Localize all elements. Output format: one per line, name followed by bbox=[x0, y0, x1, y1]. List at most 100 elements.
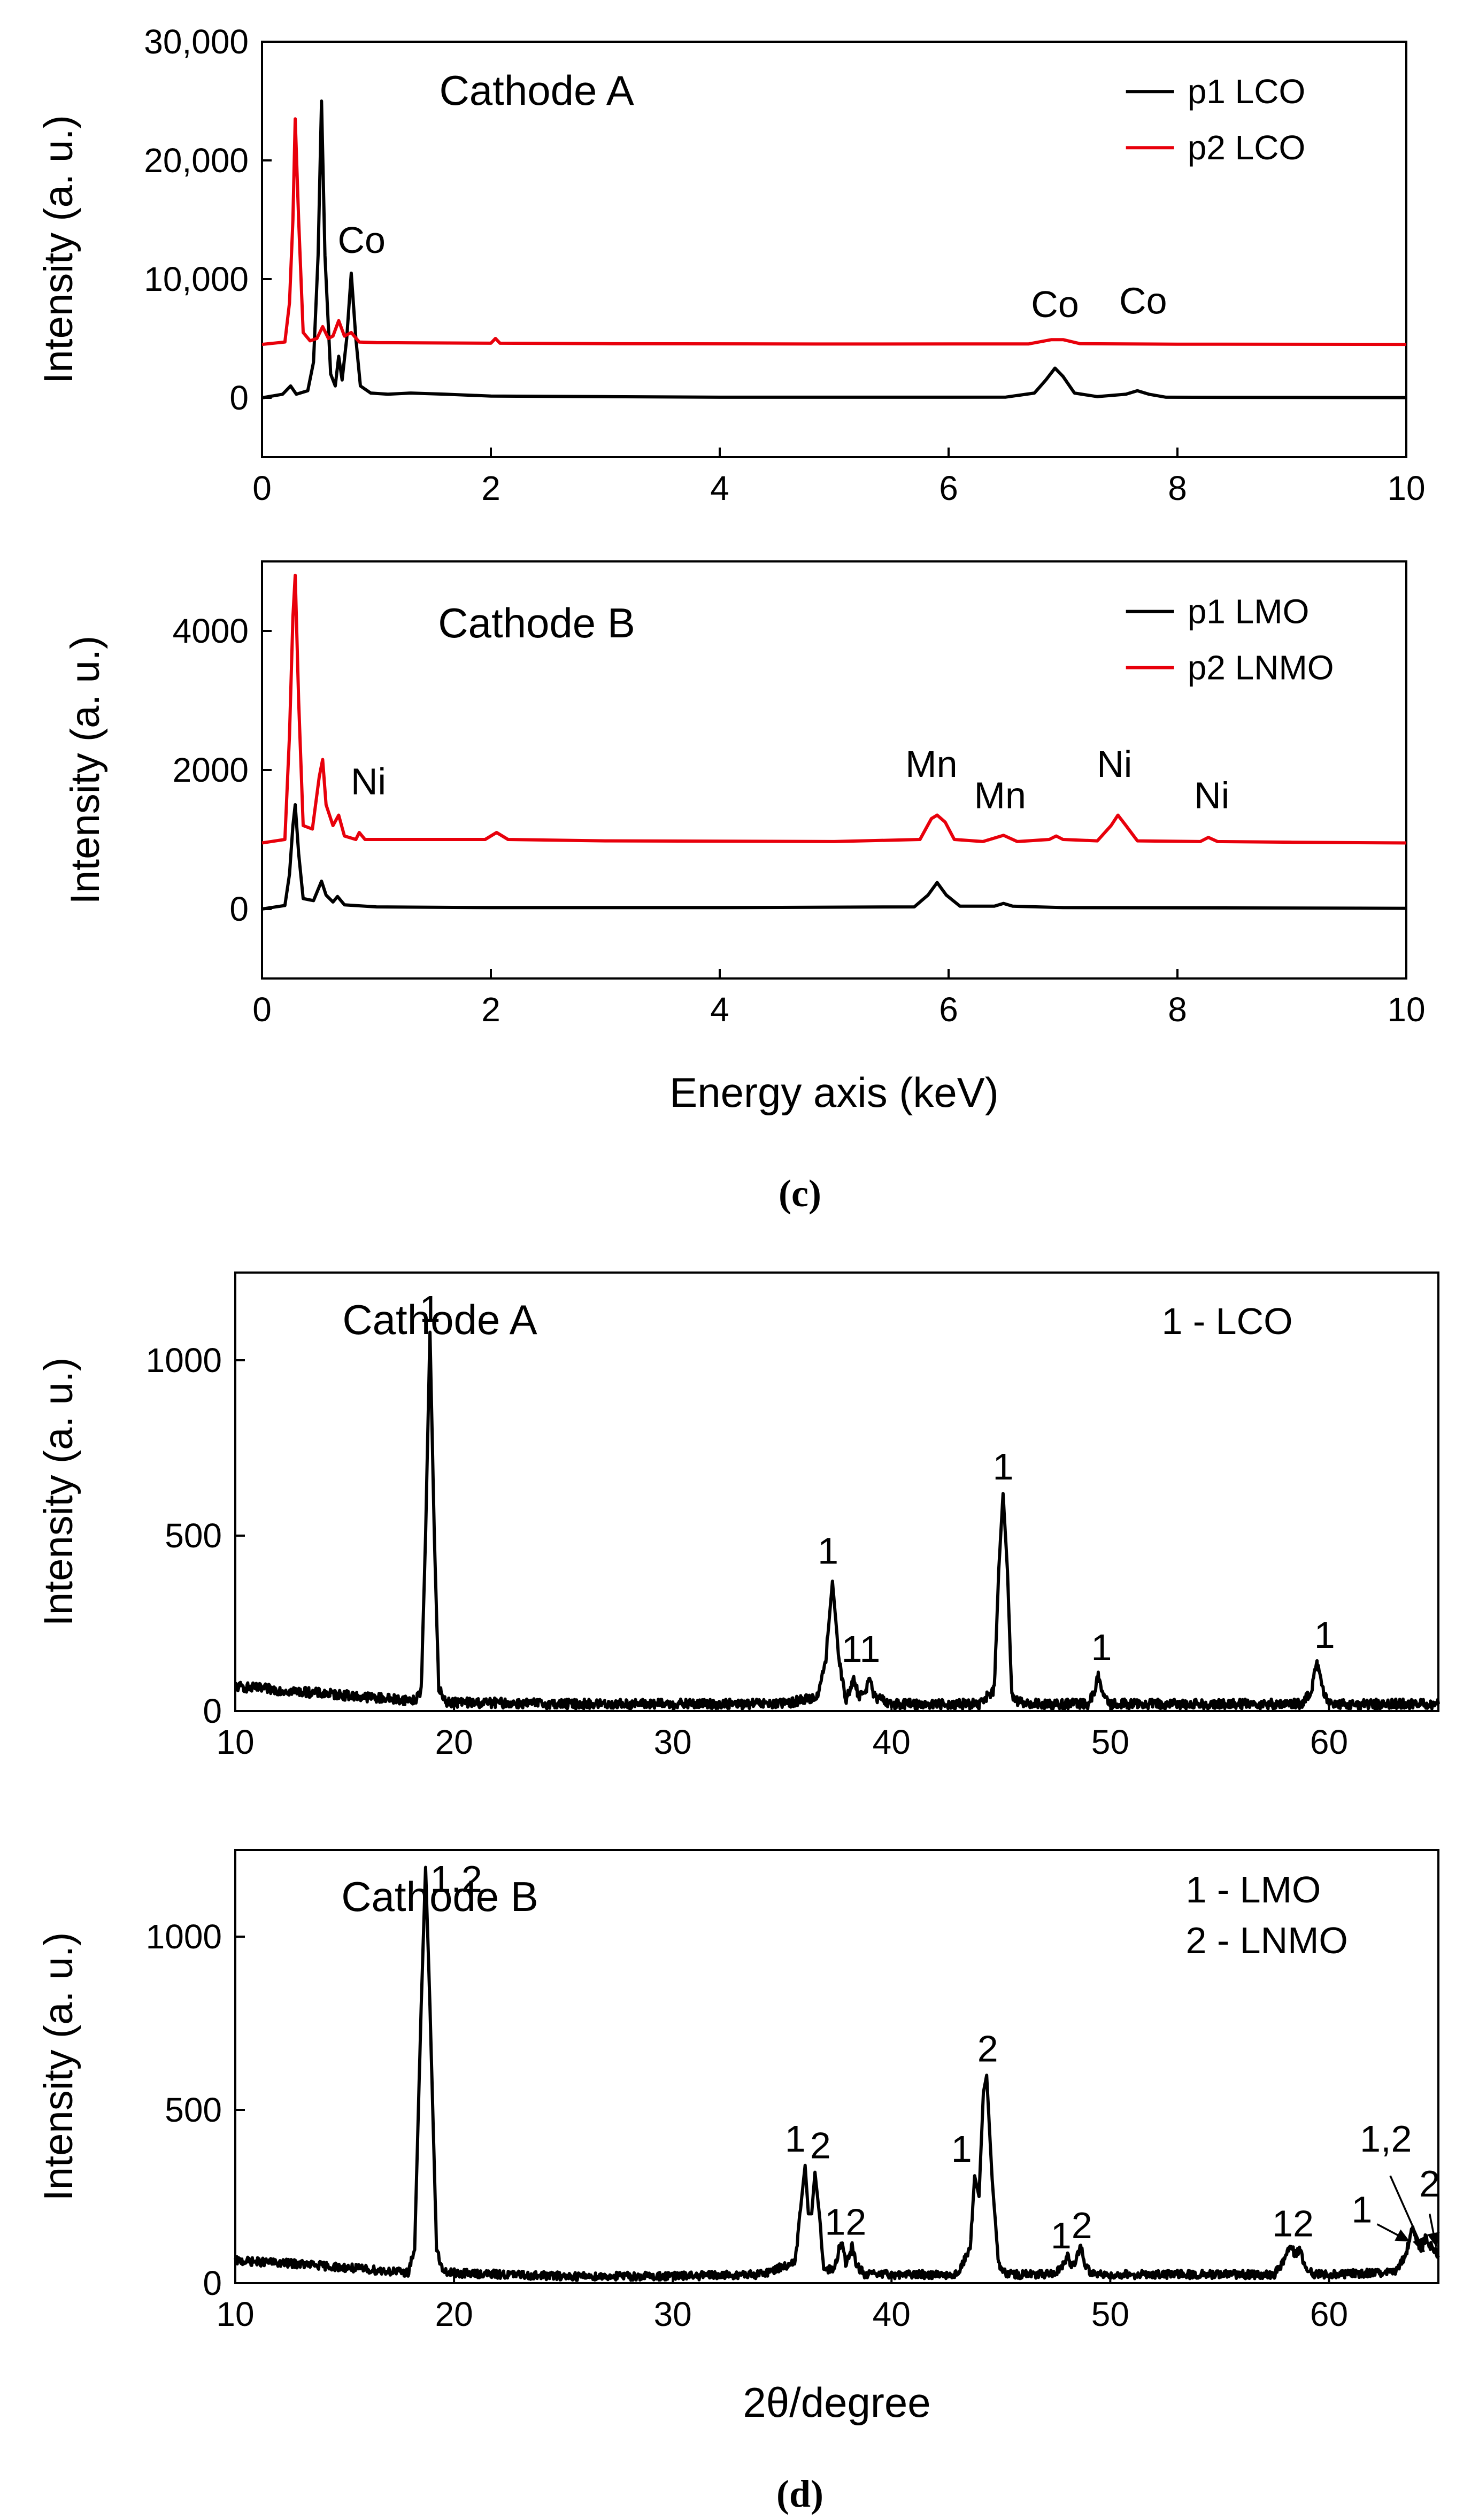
phase-legend-1: 1 - LCO bbox=[1162, 1300, 1293, 1342]
peak-label: Co bbox=[1119, 280, 1167, 321]
peak-label: 11 bbox=[842, 1628, 881, 1670]
legend-label-1: p1 LMO bbox=[1188, 592, 1310, 631]
x-tick-label: 6 bbox=[939, 990, 958, 1029]
y-tick-label: 0 bbox=[229, 890, 249, 928]
x-tick-label: 20 bbox=[435, 1723, 473, 1761]
y-tick-label: 500 bbox=[165, 2091, 222, 2129]
chart-cathode-a-xrd: 10 20 30 40 50 60 0 500 1000 Intensity (a. u.) Cat… bbox=[36, 1271, 1440, 1761]
chart-title: Cathode B bbox=[438, 599, 635, 646]
x-tick-label: 50 bbox=[1091, 1723, 1129, 1761]
y-tick-label: 0 bbox=[203, 1692, 222, 1730]
peak-label: 12 bbox=[1272, 2203, 1314, 2245]
peak-label: 1 bbox=[818, 1530, 838, 1571]
peak-label: Co bbox=[337, 219, 385, 261]
legend-label-1: p1 LCO bbox=[1188, 72, 1306, 111]
peak-label: 2 bbox=[1072, 2205, 1092, 2246]
y-axis-label: Intensity (a. u.) bbox=[36, 1932, 81, 2201]
annotation-arrow-head bbox=[1427, 2232, 1440, 2247]
series-line-1 bbox=[261, 803, 1407, 911]
y-tick-label: 1000 bbox=[146, 1917, 222, 1956]
series-line-2 bbox=[261, 574, 1407, 845]
peak-label: Ni bbox=[1194, 775, 1229, 816]
legend-label-2: p2 LCO bbox=[1188, 128, 1306, 167]
y-axis-label: Intensity (a. u.) bbox=[63, 636, 108, 905]
peak-label: Ni bbox=[351, 761, 386, 803]
series-line-1 bbox=[261, 99, 1407, 399]
chart-cathode-b-xrd: 10 20 30 40 50 60 0 500 1000 Intensity (a. u.) 2θ/… bbox=[36, 1849, 1440, 2426]
y-tick-label: 500 bbox=[165, 1516, 222, 1555]
x-tick-label: 2 bbox=[481, 469, 500, 507]
chart-cathode-a-eds: 0 2 4 6 8 10 0 10,000 20,000 30,000 Intensity (a. … bbox=[36, 22, 1426, 507]
x-tick-label: 40 bbox=[873, 2295, 911, 2333]
legend-label-2: p2 LNMO bbox=[1188, 649, 1334, 687]
peak-label: 12 bbox=[825, 2201, 866, 2242]
peak-label: 2 bbox=[810, 2125, 831, 2167]
x-tick-label: 10 bbox=[1387, 469, 1425, 507]
chart-cathode-b-eds: 0 2 4 6 8 10 0 2000 4000 Intensity (a. u.) Energy … bbox=[63, 560, 1426, 1116]
series-line-2 bbox=[261, 117, 1407, 346]
annotation-arrow-head bbox=[1395, 2229, 1410, 2242]
plot-frame bbox=[234, 1849, 1439, 2284]
peak-label: 1 bbox=[1314, 1614, 1335, 1656]
annotation-arrow-head bbox=[1412, 2237, 1424, 2252]
x-tick-label: 60 bbox=[1310, 1723, 1348, 1761]
y-axis-label: Intensity (a. u.) bbox=[36, 1358, 81, 1627]
peak-label: Mn bbox=[974, 775, 1026, 816]
x-tick-label: 4 bbox=[710, 990, 729, 1029]
peak-label: Co bbox=[1031, 283, 1079, 325]
peak-label: 1,2 bbox=[1360, 2118, 1412, 2160]
peak-label: 1 bbox=[1091, 1627, 1112, 1668]
peak-label: 1 bbox=[1351, 2189, 1372, 2231]
x-tick-label: 10 bbox=[216, 2295, 254, 2333]
y-tick-label: 2000 bbox=[173, 751, 249, 789]
x-tick-label: 0 bbox=[252, 990, 272, 1029]
x-tick-label: 10 bbox=[1387, 990, 1425, 1029]
peak-label: 2 bbox=[977, 2028, 998, 2069]
x-tick-label: 60 bbox=[1310, 2295, 1348, 2333]
peak-label: 1 bbox=[420, 1288, 441, 1330]
x-tick-label: 30 bbox=[654, 1723, 692, 1761]
peak-label: Ni bbox=[1097, 743, 1132, 785]
x-tick-label: 8 bbox=[1168, 469, 1187, 507]
annotation-arrow-line bbox=[1389, 2175, 1426, 2253]
x-tick-label: 30 bbox=[654, 2295, 692, 2333]
peak-label: 1 bbox=[1051, 2215, 1072, 2256]
series-line-1 bbox=[234, 1330, 1440, 1710]
x-tick-label: 0 bbox=[252, 469, 272, 507]
x-tick-label: 6 bbox=[939, 469, 958, 507]
chart-title: Cathode A bbox=[439, 67, 634, 114]
y-tick-label: 10,000 bbox=[144, 260, 249, 298]
x-tick-label: 50 bbox=[1091, 2295, 1129, 2333]
chart-title: Cathode B bbox=[341, 1873, 538, 1920]
y-tick-label: 4000 bbox=[173, 612, 249, 650]
figure-label-d: (d) bbox=[776, 2472, 823, 2515]
plot-frame bbox=[234, 1271, 1439, 1712]
x-tick-label: 20 bbox=[435, 2295, 473, 2333]
plot-frame bbox=[261, 41, 1407, 458]
y-tick-label: 1000 bbox=[146, 1341, 222, 1380]
x-tick-label: 4 bbox=[710, 469, 729, 507]
y-tick-label: 30,000 bbox=[144, 22, 249, 61]
series-line-1 bbox=[234, 1866, 1440, 2282]
peak-label: 2 bbox=[1419, 2163, 1440, 2205]
y-axis-label: Intensity (a. u.) bbox=[36, 115, 81, 384]
figure-label-c: (c) bbox=[779, 1172, 821, 1215]
x-tick-label: 2 bbox=[481, 990, 500, 1029]
peak-label: Mn bbox=[905, 743, 957, 785]
x-tick-label: 40 bbox=[873, 1723, 911, 1761]
y-tick-label: 0 bbox=[229, 379, 249, 417]
peak-label: 1,2 bbox=[430, 1858, 482, 1900]
phase-legend-1: 1 - LMO bbox=[1186, 1869, 1321, 1910]
y-tick-label: 0 bbox=[203, 2264, 222, 2302]
x-axis-label: 2θ/degree bbox=[743, 2379, 930, 2426]
peak-label: 1 bbox=[992, 1446, 1013, 1488]
x-tick-label: 10 bbox=[216, 1723, 254, 1761]
chart-title: Cathode A bbox=[342, 1296, 537, 1343]
peak-label: 1 bbox=[951, 2128, 972, 2170]
y-tick-label: 20,000 bbox=[144, 141, 249, 180]
peak-label: 1 bbox=[785, 2118, 806, 2160]
phase-legend-2: 2 - LNMO bbox=[1186, 1920, 1348, 1961]
x-axis-label: Energy axis (keV) bbox=[669, 1069, 999, 1116]
